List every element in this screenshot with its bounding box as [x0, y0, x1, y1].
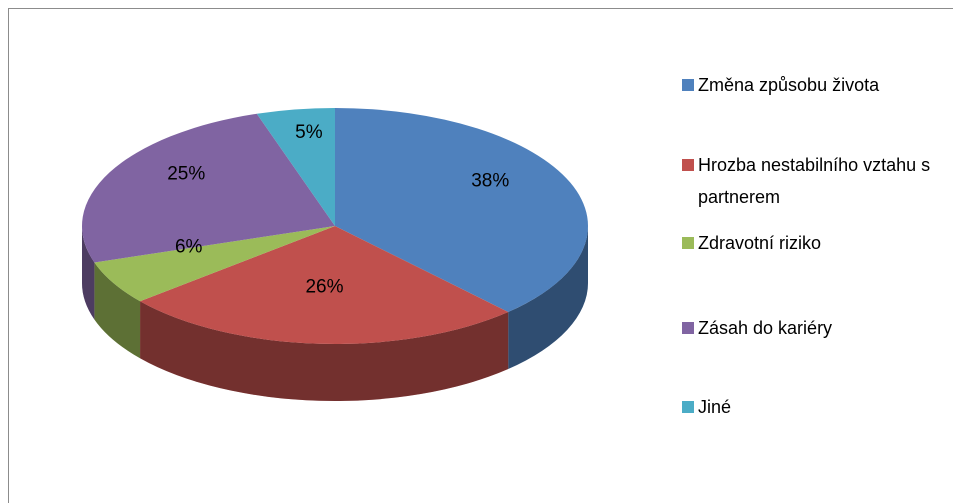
legend-label: Zdravotní riziko [698, 233, 822, 253]
slice-side [508, 226, 588, 370]
slice [335, 108, 589, 313]
slice [140, 226, 509, 344]
slice-side-shade [94, 262, 141, 359]
slice-side-shade [508, 226, 588, 370]
legend-label: Hrozba nestabilního vztahu s partnerem [698, 155, 931, 207]
legend-swatch [682, 79, 694, 91]
legend-label: Zásah do kariéry [698, 318, 833, 338]
slice-side-shade [82, 226, 95, 320]
legend-entry: Zdravotní riziko [682, 227, 944, 259]
legend-entry: Změna způsobu života [682, 69, 944, 101]
slice [256, 108, 335, 226]
slice-side-shade [140, 301, 509, 401]
chart-frame [8, 8, 953, 503]
legend-label: Jiné [698, 397, 732, 417]
slice-side [140, 301, 509, 401]
legend-swatch [682, 159, 694, 171]
legend-swatch [682, 401, 694, 413]
legend-entry: Zásah do kariéry [682, 312, 944, 344]
legend-entry: Hrozba nestabilního vztahu s partnerem [682, 149, 944, 213]
data-label: 38% [471, 170, 509, 191]
legend-entry: Jiné [682, 391, 944, 423]
data-label: 5% [295, 122, 323, 143]
data-label: 25% [167, 164, 205, 185]
slice-side [82, 226, 95, 320]
slice-side [94, 262, 141, 359]
data-label: 26% [305, 277, 343, 298]
legend-swatch [682, 322, 694, 334]
legend-label: Změna způsobu života [698, 75, 880, 95]
data-label: 6% [175, 237, 203, 258]
slice [94, 226, 336, 302]
slice [81, 113, 335, 263]
legend-swatch [682, 237, 694, 249]
